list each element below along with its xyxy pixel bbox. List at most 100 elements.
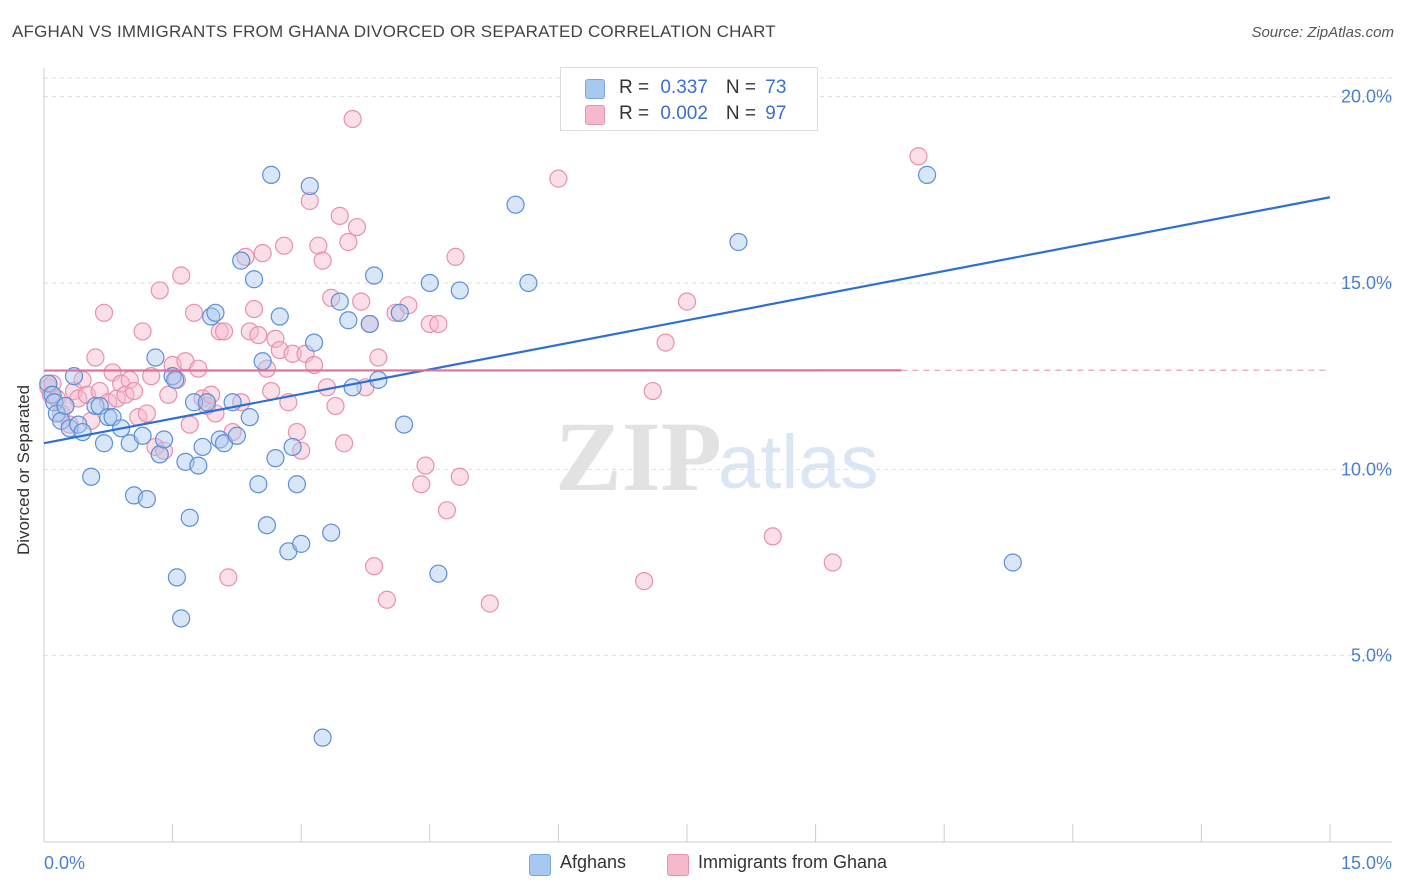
- ghana-point: [412, 475, 431, 494]
- afghans-point: [270, 307, 289, 326]
- ghana-point: [635, 572, 654, 591]
- ghana-point: [210, 322, 229, 341]
- legend-swatch-afghans: [585, 79, 605, 99]
- afghans-point: [189, 456, 208, 475]
- ghana-point: [249, 326, 268, 345]
- ghana-point: [369, 348, 388, 367]
- afghans-point: [360, 314, 379, 334]
- bottom-legend-label-ghana: Immigrants from Ghana: [698, 852, 888, 872]
- afghans-point: [133, 426, 152, 445]
- bottom-legend: Afghans Immigrants from Ghana: [0, 852, 1406, 878]
- afghans-point: [146, 348, 165, 367]
- ghana-point: [137, 404, 156, 423]
- y-tick-label: 10.0%: [1341, 459, 1392, 479]
- x-tick-label: 0.0%: [44, 853, 85, 873]
- afghans-point: [339, 311, 358, 330]
- afghans-point: [184, 393, 204, 412]
- afghans-point: [64, 367, 84, 386]
- afghans-point: [82, 467, 101, 486]
- legend-n-value: 97: [765, 103, 787, 124]
- afghans-point: [420, 273, 439, 293]
- afghans-point: [287, 475, 307, 494]
- y-tick-label: 20.0%: [1341, 87, 1392, 107]
- afghans-trend-line: [43, 196, 1331, 445]
- afghans-point: [304, 333, 324, 352]
- afghans-point: [292, 534, 311, 553]
- ghana-point: [437, 501, 457, 520]
- afghans-point: [172, 609, 191, 628]
- afghans-point: [39, 374, 58, 393]
- ghana-point: [180, 415, 199, 434]
- afghans-point: [99, 408, 118, 427]
- watermark-atlas: atlas: [718, 420, 879, 505]
- series-ghana-points: [39, 109, 928, 613]
- gridlines: [44, 77, 1392, 657]
- legend-swatch-ghana: [585, 105, 605, 125]
- series-afghans-points: [39, 102, 1022, 747]
- afghans-point: [390, 303, 409, 322]
- ghana-point: [150, 281, 169, 300]
- legend-r-label: R =: [619, 77, 655, 98]
- watermark-zip: ZIP: [555, 401, 722, 512]
- afghans-point: [519, 273, 538, 293]
- ghana-point: [142, 367, 161, 386]
- ghana-point: [656, 333, 675, 352]
- afghans-point: [330, 292, 349, 311]
- ghana-point: [283, 344, 302, 363]
- afghans-point: [232, 251, 251, 270]
- legend-r-value: 0.002: [660, 103, 708, 124]
- afghans-point: [56, 396, 75, 416]
- ghana-point: [677, 292, 697, 311]
- afghans-point: [249, 475, 268, 494]
- afghans-point: [429, 564, 448, 583]
- ghana-point: [94, 303, 114, 322]
- afghans-point: [1003, 553, 1022, 572]
- afghans-point: [227, 426, 246, 445]
- legend: R = 0.337 N = 73 R = 0.002 N = 97: [560, 67, 818, 131]
- ghana-point: [643, 381, 662, 401]
- ghana-point: [266, 329, 285, 348]
- ghana-point: [172, 266, 191, 285]
- axes: [43, 68, 1392, 843]
- ghana-point: [214, 322, 234, 341]
- afghans-point: [43, 385, 62, 404]
- bottom-legend-label-afghans: Afghans: [560, 852, 627, 872]
- ghana-point: [334, 434, 354, 453]
- legend-n-value: 73: [765, 77, 787, 98]
- ghana-point: [184, 303, 204, 322]
- afghans-point: [180, 508, 199, 527]
- legend-n-label: N =: [725, 103, 762, 124]
- ghana-point: [549, 169, 568, 188]
- afghans-point: [193, 437, 212, 457]
- afghans-point: [506, 195, 525, 214]
- ghana-point: [124, 381, 144, 401]
- legend-n-label: N =: [725, 77, 762, 98]
- ghana-point: [309, 236, 328, 255]
- ghana-point: [253, 244, 272, 263]
- ghana-point: [189, 359, 208, 378]
- legend-r-value: 0.337: [660, 77, 708, 98]
- afghans-point: [322, 523, 341, 542]
- afghans-point: [343, 378, 362, 397]
- ghana-point: [262, 381, 281, 401]
- tick-labels: 5.0% 10.0% 15.0% 20.0% 0.0% 15.0%: [44, 87, 1392, 873]
- afghans-point: [257, 516, 277, 535]
- afghans-point: [94, 434, 114, 453]
- ghana-point: [133, 322, 152, 341]
- ghana-point: [364, 557, 384, 576]
- bottom-legend-swatch-afghans: [529, 854, 551, 876]
- y-tick-label: 15.0%: [1341, 273, 1392, 293]
- afghans-point: [364, 266, 384, 285]
- ghana-point: [446, 247, 465, 266]
- ghana-point: [763, 527, 782, 546]
- afghans-point: [244, 270, 264, 289]
- afghans-point: [283, 437, 302, 457]
- afghans-point: [154, 430, 174, 449]
- ghana-point: [343, 109, 362, 129]
- afghans-point: [86, 396, 105, 416]
- chart-title: AFGHAN VS IMMIGRANTS FROM GHANA DIVORCED…: [12, 22, 776, 41]
- afghans-point: [253, 352, 272, 371]
- afghans-point: [313, 728, 332, 747]
- afghans-point: [266, 449, 285, 468]
- afghans-point: [300, 176, 319, 196]
